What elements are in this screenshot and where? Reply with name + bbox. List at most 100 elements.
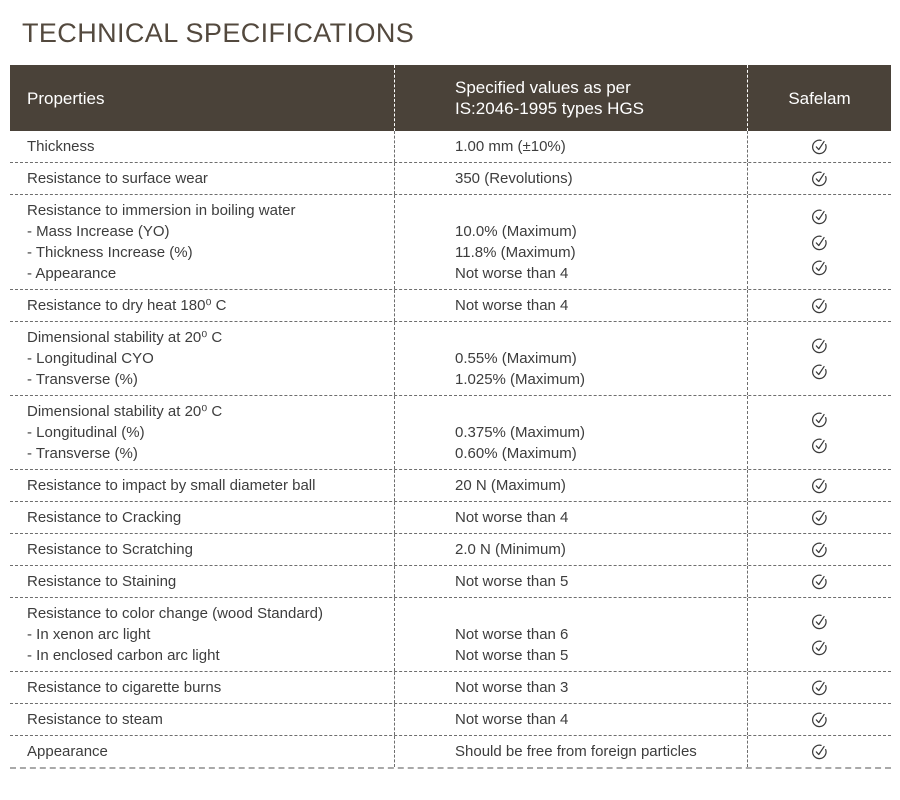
value-cell: Not worse than 5 — [395, 566, 748, 597]
value-line: Not worse than 3 — [455, 679, 569, 696]
table-row: Resistance to Cracking Not worse than 4 — [10, 502, 891, 534]
value-cell: 20 N (Maximum) — [395, 470, 748, 501]
value-line: 0.375% (Maximum) — [455, 424, 586, 441]
property-line: Appearance — [27, 743, 108, 760]
value-line — [455, 603, 739, 624]
property-line: Resistance to surface wear — [27, 170, 208, 187]
circle-check-icon — [812, 744, 827, 760]
value-cell: Not worse than 6 Not worse than 5 — [395, 598, 748, 671]
table-row: Dimensional stability at 20⁰ C - Longitud… — [10, 322, 891, 396]
property-line: - In xenon arc light — [27, 626, 151, 643]
value-line: 2.0 N (Minimum) — [455, 541, 566, 558]
property-line: Resistance to Cracking — [27, 509, 182, 526]
property-line: Resistance to impact by small diameter b… — [27, 477, 316, 494]
table-row: Resistance to surface wear 350 (Revoluti… — [10, 163, 891, 195]
spec-table: Properties Specified values as per IS:20… — [10, 65, 891, 769]
safelam-cell — [748, 566, 891, 597]
circle-check-icon — [812, 235, 827, 250]
safelam-cell — [748, 322, 891, 395]
header-safelam-label: Safelam — [788, 88, 851, 108]
safelam-cell — [748, 736, 891, 767]
value-cell: 1.00 mm (±10%) — [395, 131, 748, 162]
circle-check-icon — [812, 542, 827, 558]
header-safelam: Safelam — [748, 65, 891, 131]
safelam-cell — [748, 704, 891, 735]
value-cell: 10.0% (Maximum) 11.8% (Maximum) Not worse … — [395, 195, 748, 289]
property-line: - Longitudinal CYO — [27, 350, 154, 367]
value-line: Not worse than 4 — [455, 711, 569, 728]
circle-check-icon — [812, 364, 827, 380]
value-line: Not worse than 4 — [455, 509, 569, 526]
property-line: Resistance to steam — [27, 711, 163, 728]
value-line: Not worse than 5 — [455, 647, 569, 664]
circle-check-icon — [812, 412, 827, 427]
circle-check-icon — [812, 510, 827, 526]
value-line: 10.0% (Maximum) — [455, 223, 577, 240]
table-row: Appearance Should be free from foreign p… — [10, 736, 891, 769]
circle-check-icon — [812, 614, 827, 629]
table-row: Resistance to cigarette burns Not worse … — [10, 672, 891, 704]
value-line: 0.55% (Maximum) — [455, 350, 577, 367]
property-cell: Resistance to cigarette burns — [10, 672, 395, 703]
property-line: - Appearance — [27, 265, 117, 282]
value-cell: Not worse than 4 — [395, 290, 748, 321]
property-line: - Transverse (%) — [27, 371, 138, 388]
table-row: Thickness 1.00 mm (±10%) — [10, 131, 891, 163]
table-row: Resistance to dry heat 180⁰ C Not worse … — [10, 290, 891, 322]
safelam-cell — [748, 163, 891, 194]
value-cell: 0.55% (Maximum) 1.025% (Maximum) — [395, 322, 748, 395]
value-line: Not worse than 4 — [455, 265, 569, 282]
property-line: Resistance to cigarette burns — [27, 679, 222, 696]
safelam-cell — [748, 396, 891, 469]
header-properties-label: Properties — [27, 88, 105, 108]
circle-check-icon — [812, 260, 827, 275]
property-cell: Appearance — [10, 736, 395, 767]
value-cell: Not worse than 4 — [395, 704, 748, 735]
safelam-cell — [748, 131, 891, 162]
value-line: Not worse than 4 — [455, 297, 569, 314]
value-line: Not worse than 5 — [455, 573, 569, 590]
safelam-cell — [748, 598, 891, 671]
circle-check-icon — [812, 712, 827, 728]
value-line: 350 (Revolutions) — [455, 170, 573, 187]
circle-check-icon — [812, 640, 827, 656]
property-cell: Resistance to color change (wood Standar… — [10, 598, 395, 671]
property-cell: Dimensional stability at 20⁰ C - Longitud… — [10, 322, 395, 395]
property-cell: Resistance to Cracking — [10, 502, 395, 533]
safelam-cell — [748, 672, 891, 703]
property-cell: Resistance to Staining — [10, 566, 395, 597]
property-cell: Resistance to surface wear — [10, 163, 395, 194]
property-cell: Resistance to impact by small diameter b… — [10, 470, 395, 501]
circle-check-icon — [812, 171, 827, 187]
value-line — [455, 327, 739, 348]
table-row: Resistance to Staining Not worse than 5 — [10, 566, 891, 598]
page-title: TECHNICAL SPECIFICATIONS — [22, 18, 415, 48]
value-line: Not worse than 6 — [455, 626, 569, 643]
property-line: - Thickness Increase (%) — [27, 244, 193, 261]
value-cell: Not worse than 3 — [395, 672, 748, 703]
value-line: Should be free from foreign particles — [455, 743, 697, 760]
value-line: 20 N (Maximum) — [455, 477, 566, 494]
value-cell: 350 (Revolutions) — [395, 163, 748, 194]
property-line: Dimensional stability at 20⁰ C — [27, 329, 223, 346]
circle-check-icon — [812, 478, 827, 494]
safelam-cell — [748, 195, 891, 289]
property-line: - Longitudinal (%) — [27, 424, 145, 441]
circle-check-icon — [812, 338, 827, 353]
property-cell: Resistance to Scratching — [10, 534, 395, 565]
circle-check-icon — [812, 209, 827, 225]
circle-check-icon — [812, 574, 827, 590]
value-line: 1.025% (Maximum) — [455, 371, 586, 388]
table-header-row: Properties Specified values as per IS:20… — [10, 65, 891, 131]
property-line: Thickness — [27, 138, 95, 155]
property-line: Dimensional stability at 20⁰ C — [27, 403, 223, 420]
circle-check-icon — [812, 680, 827, 696]
table-row: Dimensional stability at 20⁰ C - Longitud… — [10, 396, 891, 470]
property-cell: Resistance to immersion in boiling water… — [10, 195, 395, 289]
value-line — [455, 200, 739, 221]
header-properties: Properties — [10, 65, 395, 131]
property-line: Resistance to color change (wood Standar… — [27, 605, 324, 622]
value-line: 11.8% (Maximum) — [455, 244, 576, 261]
table-row: Resistance to impact by small diameter b… — [10, 470, 891, 502]
safelam-cell — [748, 470, 891, 501]
